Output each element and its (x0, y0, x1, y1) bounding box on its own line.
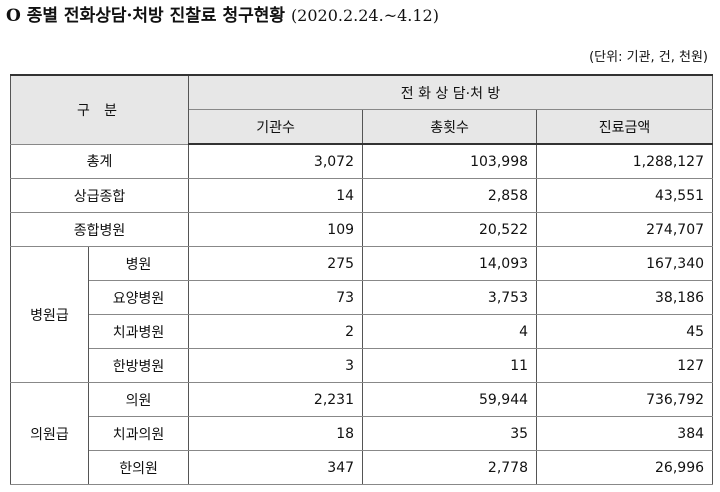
header-category: 구 분 (9, 74, 190, 145)
group-label-clinic: 의원급 (10, 382, 89, 485)
table-row: 치과병원 2 4 45 (11, 314, 714, 349)
cell-value: 1,288,127 (536, 143, 714, 179)
cell-value: 3 (188, 348, 364, 383)
cell-value: 14,093 (362, 246, 538, 281)
title-text: 종별 전화상담·처방 진찰료 청구현황 (26, 6, 286, 26)
cell-value: 274,707 (536, 212, 714, 247)
table-row: 총계 3,072 103,998 1,288,127 (9, 143, 714, 179)
header-amount: 진료금액 (536, 109, 714, 145)
header-total-count: 총횟수 (362, 109, 538, 145)
cell-value: 43,551 (536, 178, 714, 213)
header-row-columns: 기관수 총횟수 진료금액 (11, 109, 714, 145)
cell-value: 109 (188, 212, 364, 247)
cell-value: 2,778 (362, 450, 538, 485)
cell-value: 2,858 (362, 178, 538, 213)
row-label: 요양병원 (87, 280, 190, 315)
header-institutions: 기관수 (188, 109, 364, 145)
cell-value: 18 (188, 416, 364, 451)
page-title: O 종별 전화상담·처방 진찰료 청구현황 (2020.2.24.~4.12) (6, 3, 439, 29)
table-row: 한의원 347 2,778 26,996 (11, 450, 714, 485)
cell-value: 38,186 (536, 280, 714, 315)
cell-value: 736,792 (536, 382, 714, 417)
cell-value: 45 (536, 314, 714, 349)
row-label: 한의원 (87, 450, 190, 485)
table-row: 한방병원 3 11 127 (11, 348, 714, 383)
cell-value: 14 (188, 178, 364, 213)
cell-value: 2,231 (188, 382, 364, 417)
row-label: 의원 (87, 382, 190, 417)
row-label: 치과의원 (87, 416, 190, 451)
claims-table: 구 분 전 화 상 담·처 방 기관수 총횟수 진료금액 총계 3,072 10… (9, 74, 714, 485)
cell-value: 26,996 (536, 450, 714, 485)
title-period: (2020.2.24.~4.12) (290, 6, 439, 25)
row-label: 종합병원 (9, 212, 190, 247)
cell-value: 167,340 (536, 246, 714, 281)
table-row: 상급종합 14 2,858 43,551 (9, 178, 714, 213)
table-row: 요양병원 73 3,753 38,186 (11, 280, 714, 315)
row-label: 상급종합 (9, 178, 190, 213)
table-row: 치과의원 18 35 384 (11, 416, 714, 451)
cell-value: 347 (188, 450, 364, 485)
cell-value: 384 (536, 416, 714, 451)
header-row-top: 구 분 전 화 상 담·처 방 (9, 74, 714, 145)
row-label: 병원 (87, 246, 190, 281)
header-telephone: 전 화 상 담·처 방 (188, 74, 714, 110)
cell-value: 2 (188, 314, 364, 349)
table-row: 의원급 의원 2,231 59,944 736,792 (10, 382, 714, 485)
cell-value: 35 (362, 416, 538, 451)
cell-value: 11 (362, 348, 538, 383)
cell-value: 275 (188, 246, 364, 281)
group-label-hospital: 병원급 (10, 246, 89, 383)
row-label: 총계 (9, 143, 190, 179)
unit-note: (단위: 기관, 건, 천원) (589, 50, 708, 65)
cell-value: 20,522 (362, 212, 538, 247)
row-label: 한방병원 (87, 348, 190, 383)
table-row: 종합병원 109 20,522 274,707 (9, 212, 714, 247)
title-marker: O (6, 6, 21, 26)
cell-value: 4 (362, 314, 538, 349)
cell-value: 103,998 (362, 143, 538, 179)
cell-value: 73 (188, 280, 364, 315)
cell-value: 3,072 (188, 143, 364, 179)
cell-value: 59,944 (362, 382, 538, 417)
table-row: 병원급 병원 275 14,093 167,340 (10, 246, 714, 383)
row-label: 치과병원 (87, 314, 190, 349)
cell-value: 3,753 (362, 280, 538, 315)
cell-value: 127 (536, 348, 714, 383)
